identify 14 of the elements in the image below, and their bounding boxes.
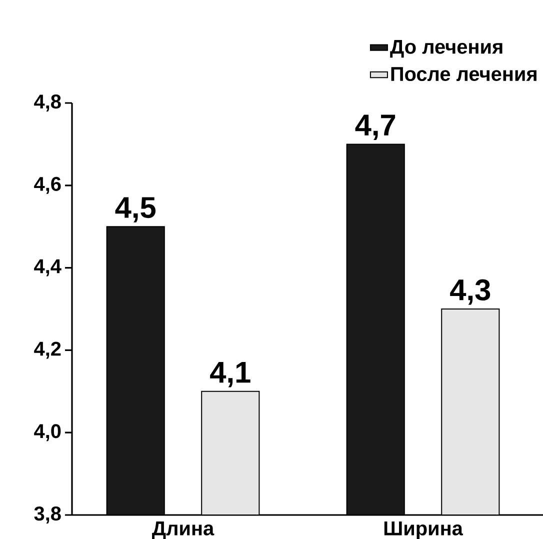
x-tick-label: Длина	[152, 522, 214, 539]
data-label: 4,1	[210, 362, 250, 388]
y-tick-label: 4,4	[34, 259, 62, 276]
y-tick-label: 4,8	[34, 94, 61, 112]
data-label: 4,7	[355, 114, 396, 140]
y-tick-label: 4,6	[34, 176, 61, 194]
legend-label: После лечения	[391, 67, 536, 82]
legend-label: До лечения	[390, 40, 502, 58]
y-tick-label: 4,0	[34, 424, 61, 442]
data-label: 4,3	[450, 279, 490, 305]
data-label: 4,5	[115, 197, 156, 222]
y-tick-label: 3,8	[34, 506, 61, 524]
x-tick-label: Ширина	[384, 522, 464, 539]
y-tick-label: 4,2	[34, 342, 61, 359]
